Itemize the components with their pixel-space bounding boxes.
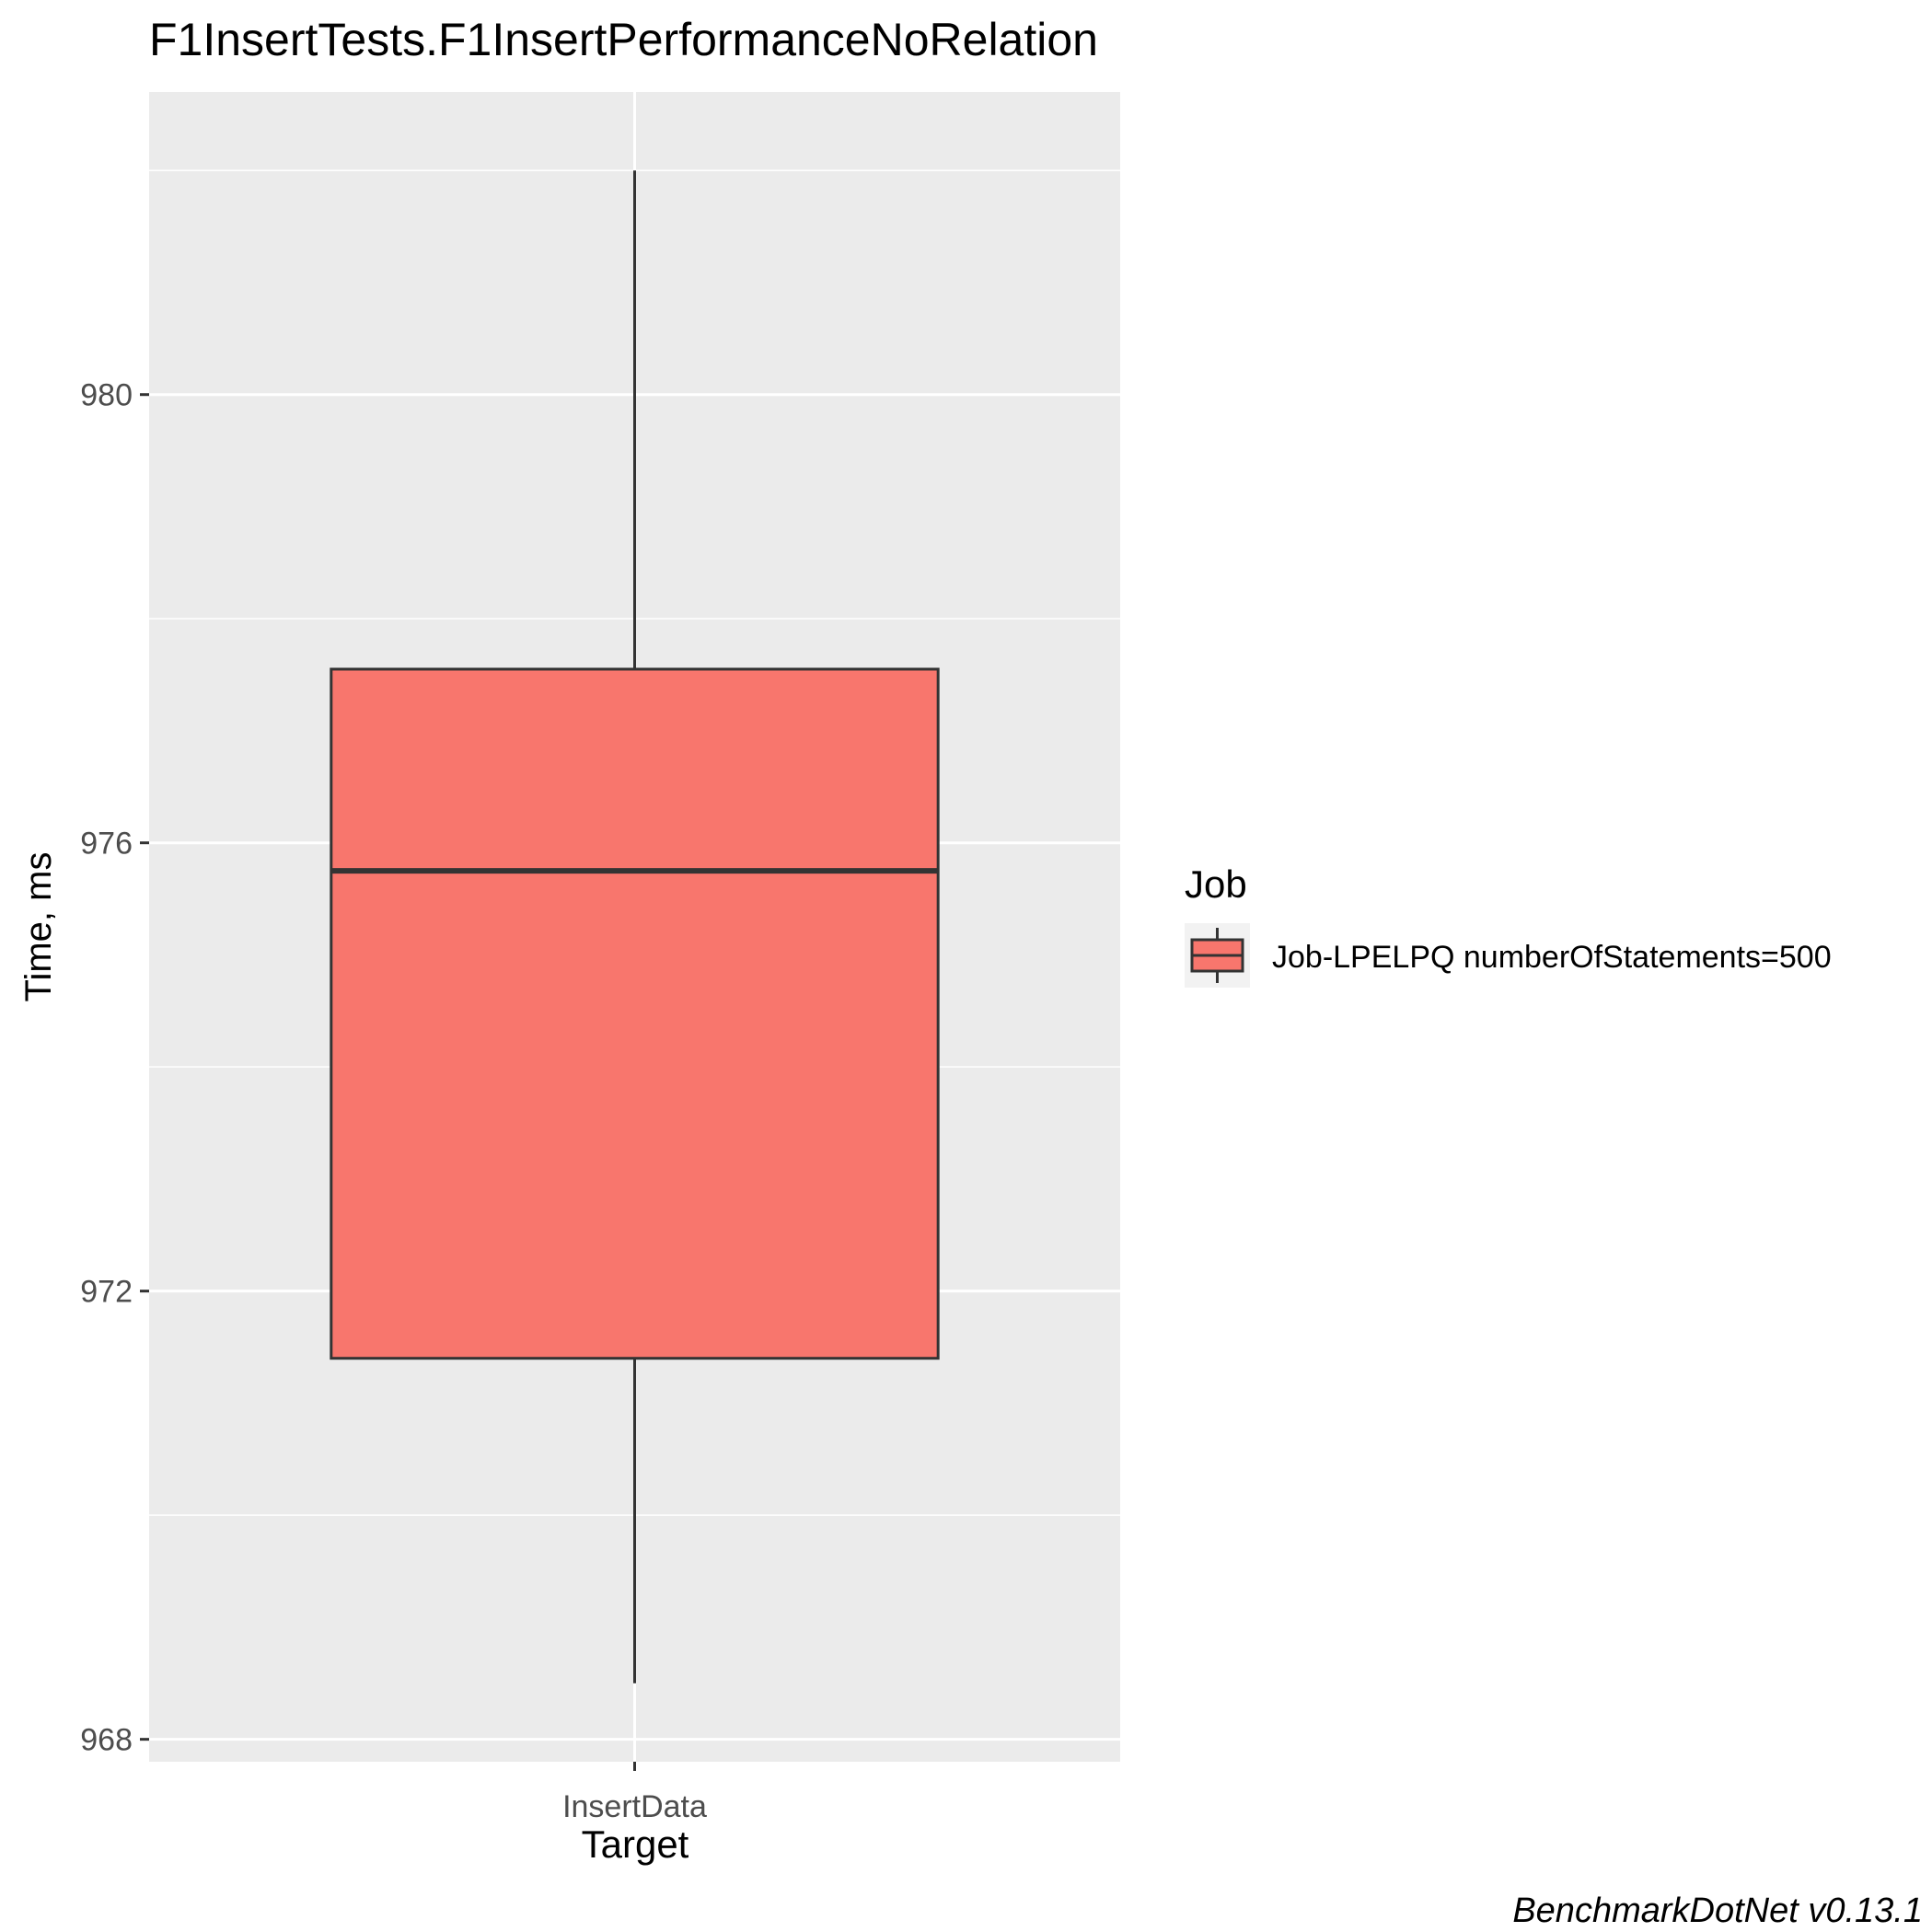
x-tick-label: InsertData (562, 1789, 707, 1824)
y-tick-label: 976 (80, 827, 133, 862)
y-tick-label: 980 (80, 378, 133, 413)
y-axis: 968 972 976 980 (80, 378, 149, 1758)
box-layer (330, 170, 940, 1683)
box-InsertData (330, 170, 940, 1683)
x-axis: InsertData (562, 1762, 707, 1824)
iqr-box (330, 667, 940, 1360)
caption: BenchmarkDotNet v0.13.1 (1512, 1892, 1923, 1930)
legend-entry-label: Job-LPELPQ numberOfStatements=500 (1272, 940, 1832, 975)
y-axis-label: Time, ms (18, 852, 59, 1002)
legend: Job Job-LPELPQ numberOfStatements=500 (1185, 862, 1832, 988)
chart-title: F1InsertTests.F1InsertPerformanceNoRelat… (149, 14, 1098, 65)
y-tick-label: 972 (80, 1275, 133, 1310)
legend-key (1185, 923, 1250, 988)
y-tick-label: 968 (80, 1723, 133, 1758)
x-axis-label: Target (582, 1822, 689, 1866)
legend-title: Job (1185, 862, 1247, 906)
